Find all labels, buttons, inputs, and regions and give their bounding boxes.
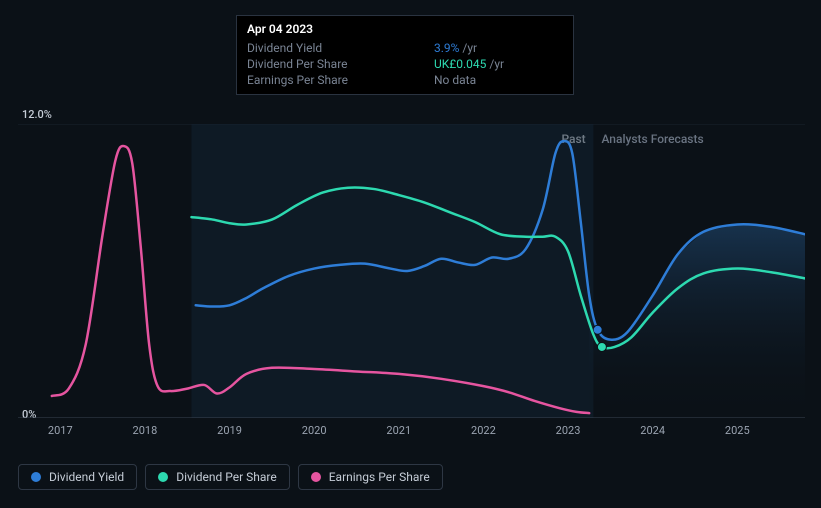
chart-tooltip: Apr 04 2023 Dividend Yield3.9% /yrDivide… (236, 15, 574, 95)
tooltip-row-label: Dividend Yield (247, 40, 414, 56)
legend-item[interactable]: Dividend Per Share (145, 464, 290, 490)
tooltip-row: Earnings Per ShareNo data (247, 72, 563, 88)
x-axis-tick: 2017 (48, 424, 73, 437)
tooltip-date: Apr 04 2023 (247, 22, 563, 36)
legend-item-label: Dividend Yield (49, 470, 124, 484)
legend-item[interactable]: Dividend Yield (18, 464, 137, 490)
legend-dot-icon (311, 472, 321, 482)
tooltip-row-label: Dividend Per Share (247, 56, 414, 72)
chart-legend: Dividend Yield Dividend Per Share Earnings… (18, 464, 443, 490)
legend-item-label: Dividend Per Share (176, 470, 277, 484)
tooltip-row-label: Earnings Per Share (247, 72, 414, 88)
x-axis-tick: 2018 (133, 424, 158, 437)
tooltip-row: Dividend Yield3.9% /yr (247, 40, 563, 56)
x-axis-tick: 2022 (471, 424, 496, 437)
legend-dot-icon (158, 472, 168, 482)
line-chart (18, 124, 805, 418)
legend-item[interactable]: Earnings Per Share (298, 464, 443, 490)
x-axis-tick: 2024 (640, 424, 665, 437)
x-axis: 2017 2018 2019 2020 2021 2022 2023 2024 2025 (18, 424, 805, 442)
x-axis-tick: 2025 (725, 424, 750, 437)
legend-dot-icon (31, 472, 41, 482)
y-axis-max-label: 12.0% (22, 108, 52, 121)
legend-item-label: Earnings Per Share (329, 470, 430, 484)
x-axis-tick: 2023 (556, 424, 581, 437)
x-axis-tick: 2020 (302, 424, 327, 437)
tooltip-row: Dividend Per ShareUK£0.045 /yr (247, 56, 563, 72)
tooltip-row-value: No data (414, 72, 563, 88)
x-axis-tick: 2021 (386, 424, 411, 437)
x-axis-tick: 2019 (217, 424, 242, 437)
tooltip-table: Dividend Yield3.9% /yrDividend Per Share… (247, 40, 563, 88)
tooltip-row-value: 3.9% /yr (414, 40, 563, 56)
tooltip-row-value: UK£0.045 /yr (414, 56, 563, 72)
